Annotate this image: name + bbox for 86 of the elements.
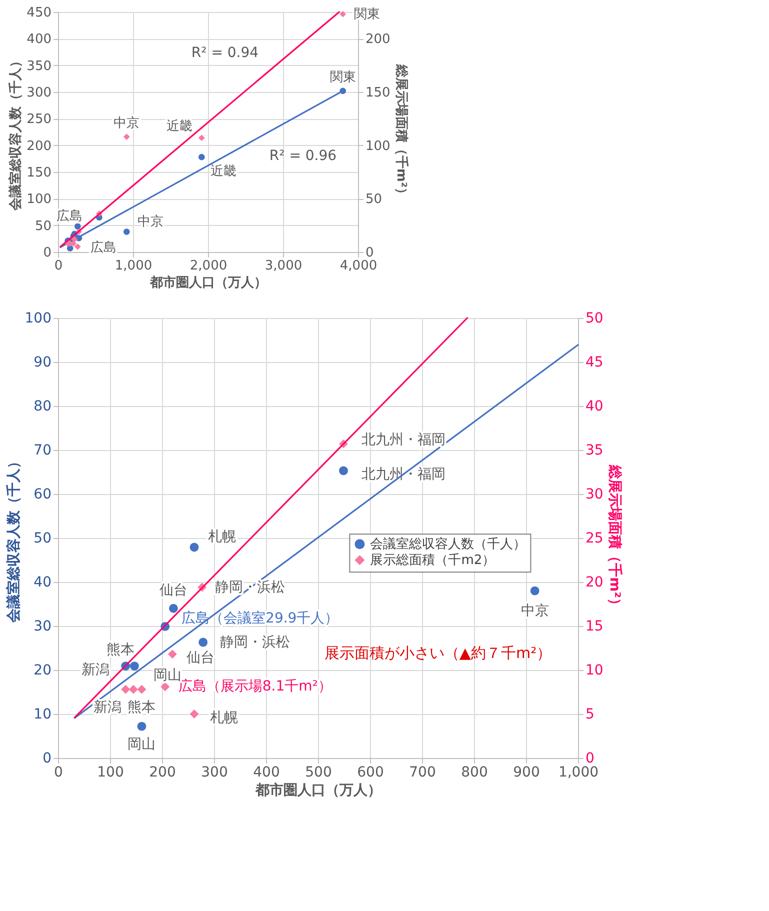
y-tick-label: 200 xyxy=(26,138,52,154)
y-tick-label: 50 xyxy=(34,530,52,546)
y-tick-label: 400 xyxy=(26,32,52,48)
data-label: 新潟 xyxy=(94,699,122,716)
x-tick-label: 2,000 xyxy=(190,258,228,274)
data-label: 新潟 xyxy=(82,662,110,678)
x-tick-label: 900 xyxy=(513,764,540,780)
x-tick-label: 0 xyxy=(54,258,63,274)
data-label: 静岡・浜松 xyxy=(220,634,290,650)
data-label: 熊本 xyxy=(127,699,156,716)
y-tick-label: 100 xyxy=(26,192,52,208)
data-label: 広島 xyxy=(90,239,116,256)
y-tick-label: 350 xyxy=(26,58,52,74)
data-label: 中京 xyxy=(114,116,140,131)
data-label: 関東 xyxy=(354,7,380,22)
data-label: 広島 xyxy=(56,208,82,224)
x-axis-title: 都市圏人口（万人） xyxy=(149,274,267,290)
y2-tick-label: 150 xyxy=(366,86,390,100)
x-tick-label: 1,000 xyxy=(558,764,599,780)
x-tick-label: 600 xyxy=(357,764,384,780)
y-tick-label: 450 xyxy=(26,6,52,20)
y-tick-label: 150 xyxy=(26,166,52,180)
y2-tick-label: 45 xyxy=(586,354,604,370)
data-label: 北九州・福岡 xyxy=(361,466,446,483)
y2-tick-label: 100 xyxy=(366,138,390,154)
y-tick-label: 80 xyxy=(34,398,52,414)
data-label: 北九州・福岡 xyxy=(361,432,446,448)
y-tick-label: 250 xyxy=(26,112,52,128)
y-tick-label: 300 xyxy=(26,86,52,100)
y-tick-label: 60 xyxy=(34,486,52,502)
x-tick-label: 4,000 xyxy=(340,258,378,274)
legend-label: 展示総面積（千m2） xyxy=(370,553,496,568)
y-axis-title: 会議室総収容人数（千人） xyxy=(8,54,24,212)
y-tick-label: 90 xyxy=(34,354,52,370)
y2-tick-label: 50 xyxy=(586,310,604,326)
x-tick-label: 500 xyxy=(305,764,332,780)
data-label: 熊本 xyxy=(106,642,134,658)
y2-tick-label: 20 xyxy=(586,574,604,590)
y2-tick-label: 50 xyxy=(366,192,382,208)
y2-tick-label: 10 xyxy=(586,662,604,678)
data-label: 近畿 xyxy=(166,118,193,134)
data-label: 関東 xyxy=(330,70,356,85)
y2-tick-label: 5 xyxy=(586,706,594,722)
x-tick-label: 800 xyxy=(461,764,488,780)
x-tick-label: 300 xyxy=(201,764,228,780)
y-tick-label: 40 xyxy=(34,574,52,590)
data-label: 仙台 xyxy=(186,650,214,666)
x-tick-label: 3,000 xyxy=(264,258,302,274)
annotation: R² = 0.96 xyxy=(269,148,337,164)
data-label: 札幌 xyxy=(210,710,238,726)
data-label: 中京 xyxy=(520,602,549,619)
y-tick-label: 30 xyxy=(34,618,52,634)
y2-axis-title: 総展示場面積（千m²） xyxy=(606,464,624,612)
y2-tick-label: 0 xyxy=(366,246,374,260)
x-tick-label: 700 xyxy=(409,764,436,780)
data-label: 中京 xyxy=(138,214,164,230)
data-label: 仙台 xyxy=(159,582,188,598)
y2-axis-title: 総展示場面積（千m²） xyxy=(393,63,410,201)
x-tick-label: 1,000 xyxy=(114,258,152,274)
y2-tick-label: 15 xyxy=(586,618,604,634)
y-tick-label: 70 xyxy=(34,442,52,458)
y-tick-label: 100 xyxy=(24,310,52,326)
data-label: 岡山 xyxy=(128,736,156,752)
y-tick-label: 50 xyxy=(34,218,52,234)
data-label: 札幌 xyxy=(208,529,236,546)
legend-label: 会議室総収容人数（千人） xyxy=(370,536,526,552)
x-axis-title: 都市圏人口（万人） xyxy=(254,782,382,798)
data-label: 静岡・浜松 xyxy=(215,579,286,596)
y-tick-label: 0 xyxy=(42,750,52,766)
x-tick-label: 400 xyxy=(253,764,280,780)
y2-tick-label: 40 xyxy=(586,398,604,414)
y-tick-label: 20 xyxy=(34,662,52,678)
data-label: 近畿 xyxy=(210,164,237,180)
y2-tick-label: 200 xyxy=(366,32,390,48)
y2-tick-label: 30 xyxy=(586,486,604,502)
y-axis-title: 会議室総収容人数（千人） xyxy=(4,454,22,624)
y-tick-label: 0 xyxy=(43,246,52,260)
annotation: R² = 0.94 xyxy=(191,45,259,61)
y-tick-label: 10 xyxy=(34,706,52,722)
x-tick-label: 0 xyxy=(54,764,63,780)
x-tick-label: 200 xyxy=(149,764,176,780)
x-tick-label: 100 xyxy=(97,764,124,780)
annotation: 展示面積が小さい（▲約７千m²） xyxy=(324,644,552,662)
y2-tick-label: 0 xyxy=(586,750,594,766)
y2-tick-label: 25 xyxy=(586,530,604,546)
y2-tick-label: 35 xyxy=(586,442,604,458)
